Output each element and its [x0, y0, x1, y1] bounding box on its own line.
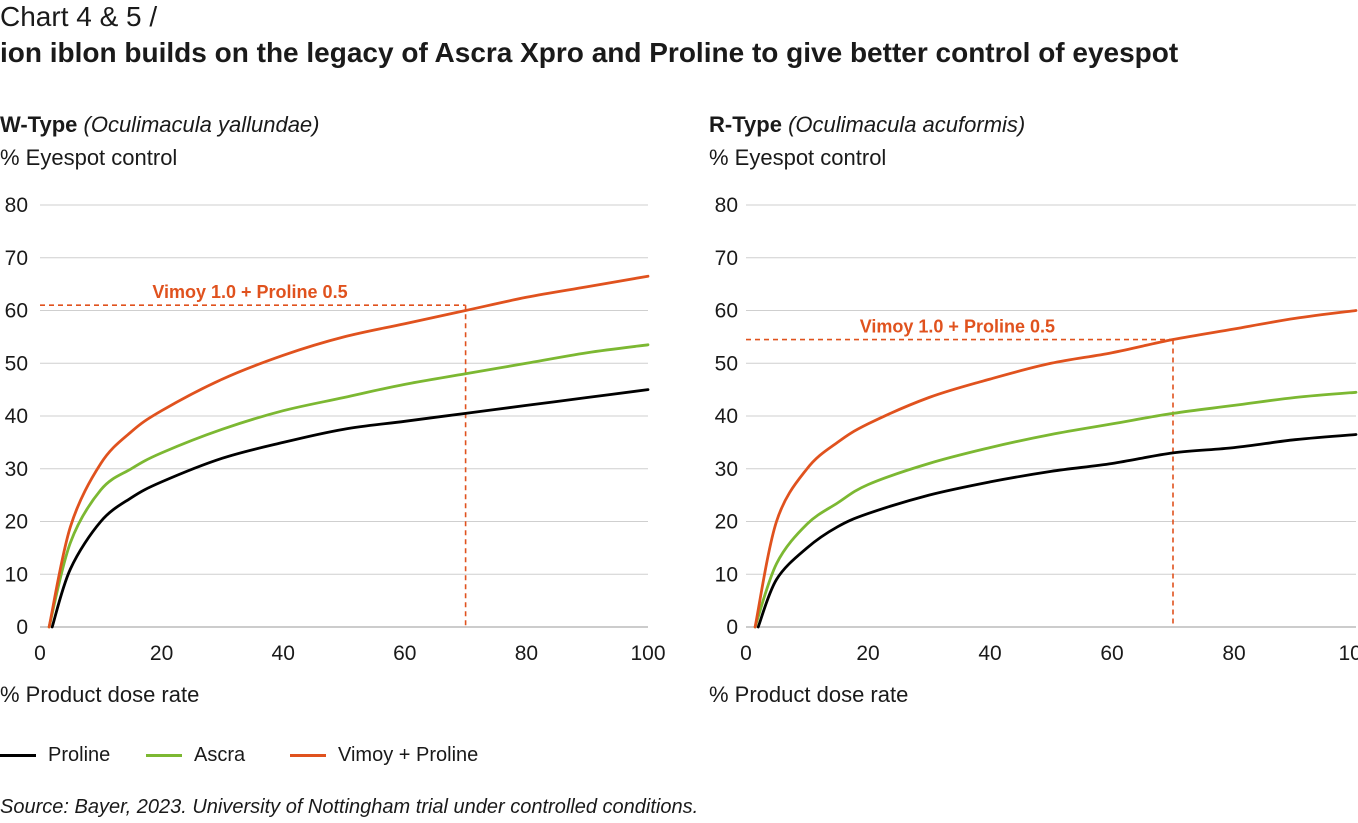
left-x-tick-label-0: 0 [34, 642, 46, 665]
right-y-tick-label-30: 30 [715, 458, 738, 481]
right-series-line-ascra [753, 390, 1358, 629]
right-panel-title-main: R-Type [709, 112, 782, 137]
legend-item-vimoy-proline: Vimoy + Proline [290, 744, 478, 767]
left-annotation-label: Vimoy 1.0 + Proline 0.5 [152, 282, 347, 302]
right-y-tick-label-20: 20 [715, 511, 738, 534]
right-panel-title-species: (Oculimacula acuformis) [788, 112, 1026, 137]
right-x-tick-label-20: 20 [856, 642, 879, 665]
right-y-tick-label-50: 50 [715, 352, 738, 375]
left-y-tick-label-40: 40 [5, 405, 28, 428]
legend-swatch-ascra [146, 754, 182, 757]
legend-label-ascra: Ascra [194, 744, 246, 766]
chart-number: Chart 4 & 5 / [0, 1, 158, 32]
right-y-axis-label: % Eyespot control [709, 145, 887, 170]
left-panel-title-species: (Oculimacula yallundae) [83, 112, 320, 137]
right-y-tick-label-80: 80 [715, 194, 738, 217]
figure-title: ion iblon builds on the legacy of Ascra … [0, 37, 1179, 68]
left-y-tick-label-20: 20 [5, 511, 28, 534]
left-series-line-ascra [47, 343, 650, 629]
left-series-line-proline [50, 388, 650, 629]
left-series-line-vimoy-proline [47, 274, 650, 629]
right-y-tick-label-70: 70 [715, 247, 738, 270]
legend-swatch-proline [0, 754, 36, 757]
right-x-tick-label-100: 100 [1338, 642, 1358, 665]
legend-swatch-vimoy-proline [290, 754, 326, 757]
legend-item-proline: Proline [0, 744, 110, 767]
left-y-tick-label-0: 0 [16, 616, 28, 639]
left-y-axis-label: % Eyespot control [0, 145, 178, 170]
legend-label-vimoy-proline: Vimoy + Proline [338, 744, 479, 766]
right-y-tick-label-10: 10 [715, 563, 738, 586]
left-x-tick-label-80: 80 [515, 642, 538, 665]
right-x-tick-label-40: 40 [978, 642, 1001, 665]
right-y-tick-label-0: 0 [726, 616, 738, 639]
right-x-axis-label: % Product dose rate [709, 682, 909, 707]
left-y-tick-label-50: 50 [5, 352, 28, 375]
legend-item-ascra: Ascra [146, 744, 245, 767]
right-series-line-proline [756, 433, 1358, 629]
left-panel-title-main: W-Type [0, 112, 78, 137]
left-y-tick-label-10: 10 [5, 563, 28, 586]
right-annotation-label: Vimoy 1.0 + Proline 0.5 [860, 317, 1055, 337]
left-x-tick-label-60: 60 [393, 642, 416, 665]
right-x-tick-label-60: 60 [1100, 642, 1123, 665]
left-y-tick-label-70: 70 [5, 247, 28, 270]
left-x-tick-label-100: 100 [630, 642, 665, 665]
left-y-tick-label-30: 30 [5, 458, 28, 481]
left-y-tick-label-60: 60 [5, 300, 28, 323]
source-note: Source: Bayer, 2023. University of Notti… [0, 796, 699, 818]
right-y-tick-label-40: 40 [715, 405, 738, 428]
left-y-tick-label-80: 80 [5, 194, 28, 217]
left-x-tick-label-20: 20 [150, 642, 173, 665]
right-x-tick-label-0: 0 [740, 642, 752, 665]
right-series-line-vimoy-proline [753, 309, 1358, 629]
right-panel-title: R-Type (Oculimacula acuformis) [709, 112, 1025, 138]
left-x-tick-label-40: 40 [272, 642, 295, 665]
right-x-tick-label-80: 80 [1222, 642, 1245, 665]
left-panel-title: W-Type (Oculimacula yallundae) [0, 112, 320, 138]
legend-label-proline: Proline [48, 744, 111, 766]
right-y-tick-label-60: 60 [715, 300, 738, 323]
left-x-axis-label: % Product dose rate [0, 682, 200, 707]
